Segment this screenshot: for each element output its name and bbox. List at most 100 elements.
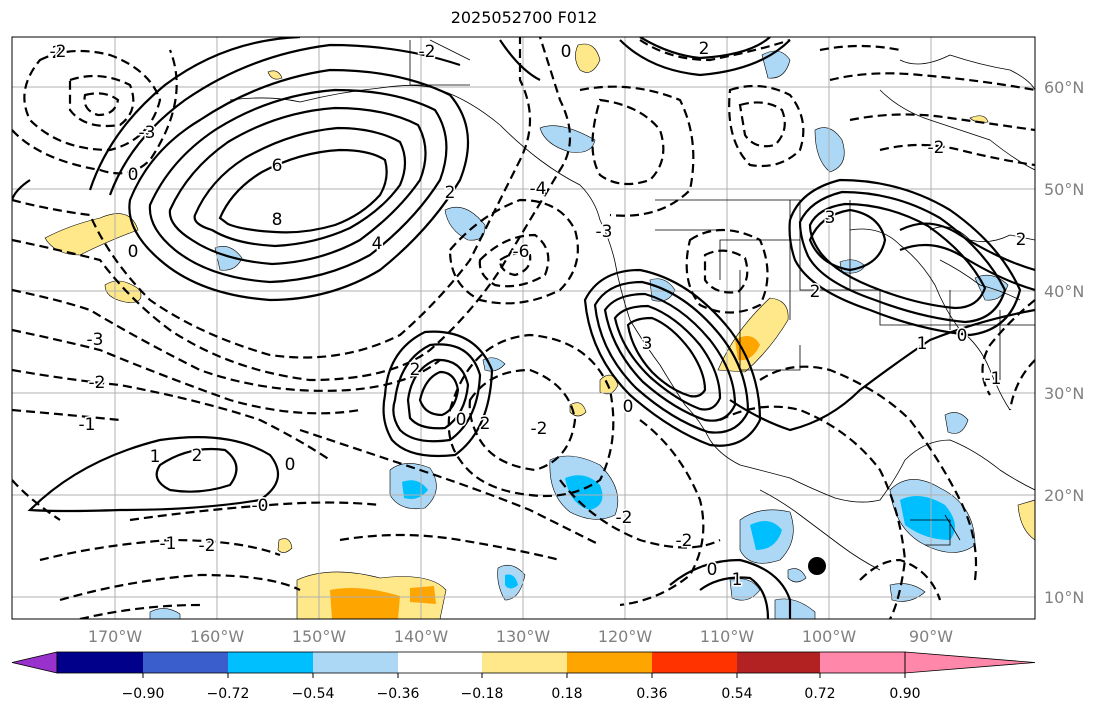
contour-label: 2 [192,446,203,466]
colorbar-segment [143,652,228,673]
colorbar-segment [737,652,820,673]
contour-label: 1 [917,334,928,354]
shade-negative [774,598,816,619]
contour-label: -2 [89,373,106,393]
lat-label-60: 60°N [1044,78,1084,97]
shade-positive [277,538,293,553]
shade-negative-strong [505,574,518,589]
contour-label: 3 [642,334,653,354]
shade-negative [787,568,807,583]
shade-positive [717,297,789,373]
shade-negative-strong [750,521,782,550]
contour-label: 0 [456,410,467,430]
latitude-labels: 60°N 50°N 40°N 30°N 20°N 10°N [1044,78,1084,607]
map-plot-area [12,37,1035,619]
colorbar-segment [313,652,398,673]
contour-label: -1 [160,534,177,554]
contour-label: 2 [480,414,491,434]
colorbar-outline [56,651,906,674]
shade-positive [599,374,619,395]
colorbar-tick-label: 0.90 [889,686,920,702]
contour-label: -6 [513,242,530,262]
colorbar-segment [398,652,482,673]
lon-label-100: 100°W [802,627,857,646]
colorbar-tick-label: 0.54 [721,686,752,702]
shade-positive [104,280,142,303]
contour-label: -2 [50,42,67,62]
contour-label: 0 [623,397,634,417]
shade-negative [729,578,761,601]
contour-label: 0 [128,242,139,262]
contour-label: 3 [825,208,836,228]
contour-label: 1 [150,447,161,467]
shade-negative [214,246,243,271]
colorbar-segment [57,652,143,673]
colorbar-extend-low [11,651,58,674]
contour-label: 2 [445,183,456,203]
shade-positive-strong [735,336,760,361]
map-title: 2025052700 F012 [450,8,598,27]
contours-negative [12,37,1035,619]
contour-label: -1 [985,369,1002,389]
contour-label: -3 [87,330,104,350]
lon-label-160: 160°W [190,627,245,646]
shade-negative [761,50,791,79]
colorbar-segment [482,652,567,673]
colorbar-segment [228,652,313,673]
lon-label-130: 130°W [496,627,551,646]
contour-label: 2 [410,360,421,380]
lon-label-110: 110°W [700,627,755,646]
shade-negative-strong [900,496,955,540]
colorbar: −0.90 −0.72 −0.54 −0.36 −0.18 0.18 0.36 0.54 0.7… [11,651,1036,702]
contours-positive [12,37,1035,619]
shade-negative [539,125,596,153]
colorbar-tick-label: −0.18 [461,686,504,702]
colorbar-extend-high [904,651,1036,674]
station-marker [808,557,826,575]
contour-label: -2 [676,531,693,551]
contour-label: -2 [419,42,436,62]
contour-label: -2 [199,536,216,556]
lat-label-30: 30°N [1044,384,1084,403]
lat-label-40: 40°N [1044,282,1084,301]
shade-negative [149,608,181,619]
contour-label: 0 [561,42,572,62]
contour-label: 0 [707,560,718,580]
colorbar-tick-label: −0.54 [292,686,335,702]
contour-label: 2 [810,282,821,302]
colorbar-tick-label: 0.36 [636,686,667,702]
colorbar-tick-label: −0.72 [207,686,250,702]
colorbar-tick-label: 0.72 [804,686,835,702]
lon-label-150: 150°W [292,627,347,646]
shade-positive-strong [410,586,436,604]
lat-label-50: 50°N [1044,180,1084,199]
contour-label: -3 [596,222,613,242]
lon-label-140: 140°W [394,627,449,646]
lon-label-90: 90°W [909,627,953,646]
lon-label-120: 120°W [598,627,653,646]
lat-label-10: 10°N [1044,588,1084,607]
contour-label: 1 [732,570,743,590]
contour-label: -2 [531,419,548,439]
contour-label: 8 [272,210,283,230]
contour-label: 4 [372,234,383,254]
contour-label: -3 [139,123,156,143]
colorbar-segment [652,652,737,673]
contour-label: 0 [957,326,968,346]
lon-label-170: 170°W [88,627,143,646]
map-frame [11,36,1036,620]
shade-negative [944,412,969,434]
contour-label: -0 [252,496,269,516]
contour-label: 0 [285,455,296,475]
contour-label: -1 [79,415,96,435]
contour-label: 2 [1016,230,1027,250]
contour-label: -4 [530,179,547,199]
colorbar-tick-label: 0.18 [551,686,582,702]
contour-label: 6 [272,156,283,176]
contour-label: 2 [699,39,710,59]
colorbar-segment [567,652,652,673]
shade-positive [969,115,989,123]
shade-positive [1017,499,1035,541]
